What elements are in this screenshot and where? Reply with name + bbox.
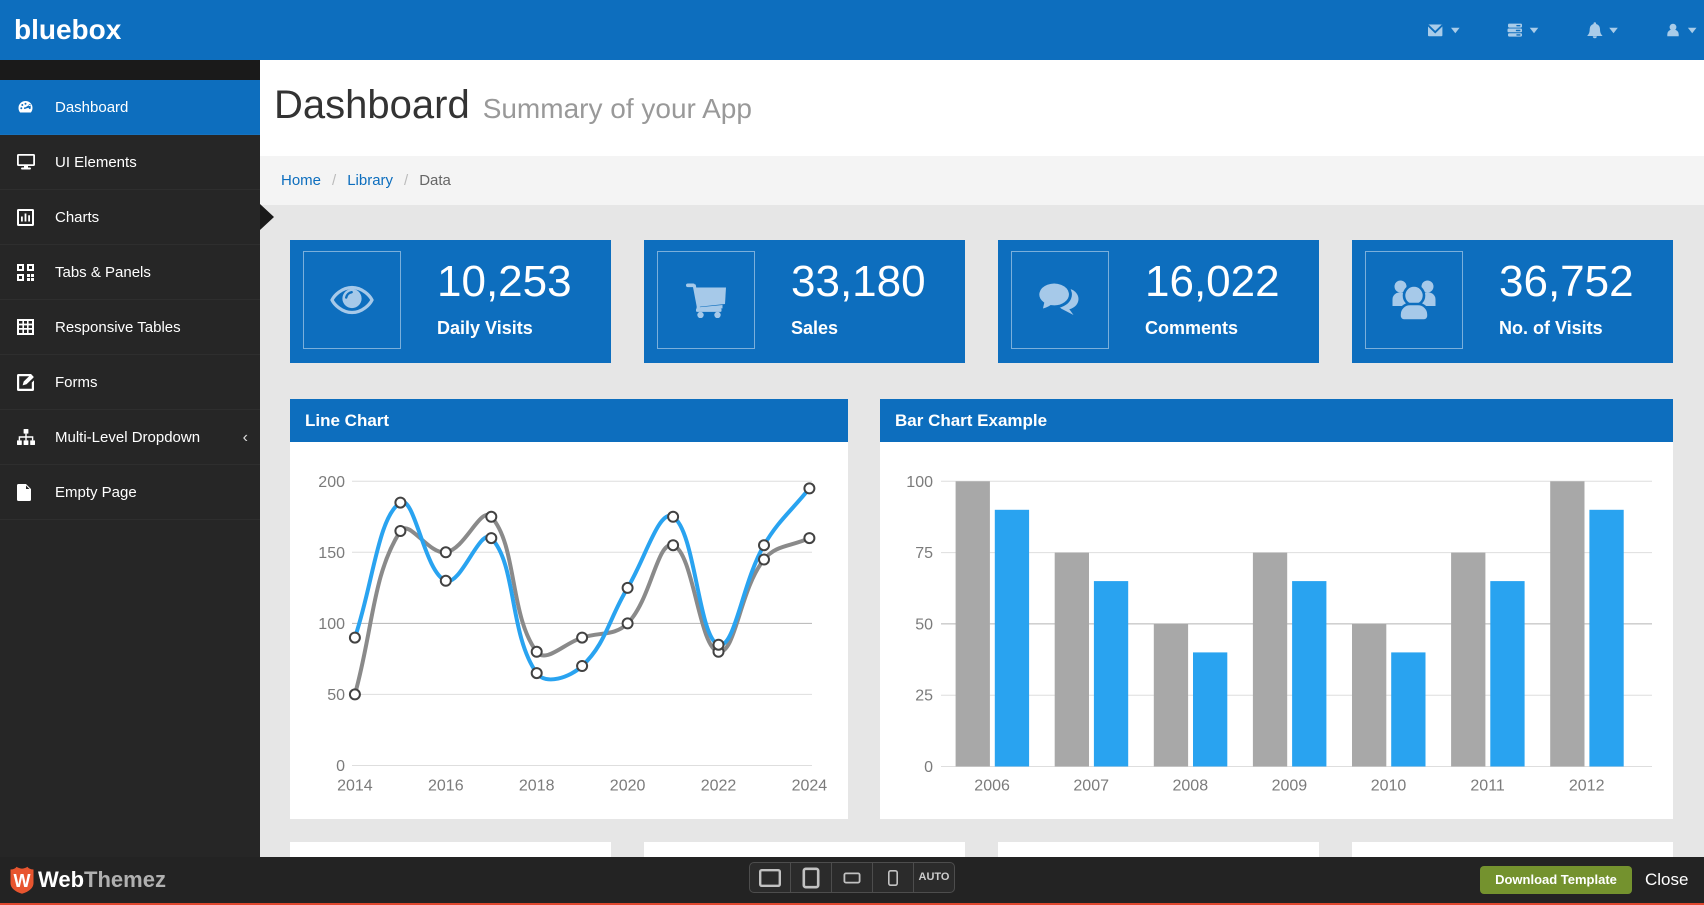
svg-text:2008: 2008 — [1173, 778, 1209, 795]
svg-text:2010: 2010 — [1371, 778, 1407, 795]
svg-text:25: 25 — [915, 688, 933, 705]
svg-text:0: 0 — [924, 759, 933, 776]
svg-text:100: 100 — [318, 616, 345, 633]
svg-text:2007: 2007 — [1073, 778, 1109, 795]
svg-text:0: 0 — [336, 758, 345, 775]
svg-text:2011: 2011 — [1470, 778, 1505, 795]
svg-text:W: W — [14, 871, 31, 891]
svg-text:150: 150 — [318, 545, 345, 562]
svg-text:2022: 2022 — [701, 778, 737, 795]
svg-text:100: 100 — [906, 474, 933, 491]
svg-text:2018: 2018 — [519, 778, 555, 795]
svg-text:2009: 2009 — [1272, 778, 1308, 795]
svg-text:200: 200 — [318, 474, 345, 491]
svg-text:2024: 2024 — [792, 778, 828, 795]
svg-text:2014: 2014 — [337, 778, 373, 795]
svg-text:50: 50 — [915, 616, 933, 633]
svg-text:2016: 2016 — [428, 778, 464, 795]
svg-text:50: 50 — [327, 687, 345, 704]
svg-text:75: 75 — [915, 545, 933, 562]
svg-text:2020: 2020 — [610, 778, 646, 795]
svg-text:2012: 2012 — [1569, 778, 1605, 795]
svg-text:2006: 2006 — [974, 778, 1010, 795]
